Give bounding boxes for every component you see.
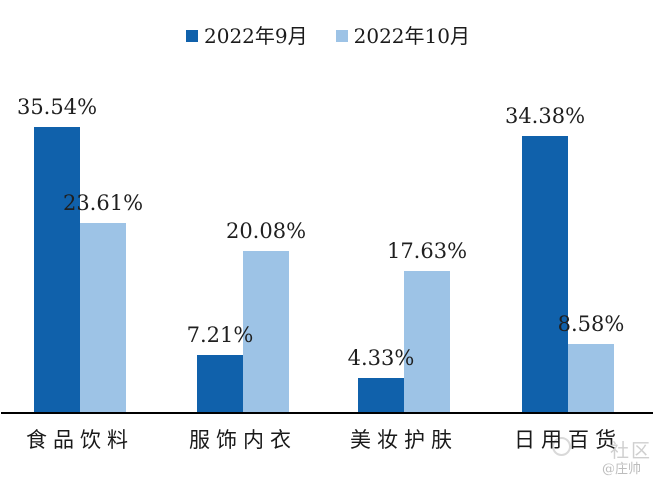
watermark-author: @庄帅: [602, 462, 642, 477]
bar-oct-1: [243, 251, 289, 413]
category-label-1: 服饰内衣: [189, 428, 297, 452]
x-axis-line: [1, 412, 653, 414]
legend-label: 2022年9月: [204, 24, 308, 48]
watermark-logo-icon: [552, 437, 571, 456]
bar-oct-3: [568, 344, 614, 413]
bar-sep-0: [34, 127, 80, 413]
legend-item-sep: 2022年9月: [186, 24, 308, 48]
bar-oct-0: [80, 223, 126, 413]
bar-value-label-sep-1: 7.21%: [186, 323, 254, 347]
bar-value-label-oct-2: 17.63%: [386, 239, 468, 263]
legend-label: 2022年10月: [353, 24, 470, 48]
bar-value-label-sep-2: 4.33%: [347, 346, 415, 370]
bar-sep-1: [197, 355, 243, 413]
legend-swatch-icon: [186, 30, 198, 42]
category-label-2: 美妆护肤: [350, 428, 458, 452]
bar-value-label-oct-1: 20.08%: [225, 219, 307, 243]
category-label-0: 食品饮料: [26, 428, 134, 452]
chart-legend: 2022年9月 2022年10月: [0, 24, 656, 48]
legend-item-oct: 2022年10月: [335, 24, 470, 48]
bar-value-label-oct-3: 8.58%: [557, 312, 625, 336]
bar-oct-2: [404, 271, 450, 413]
bar-sep-2: [358, 378, 404, 413]
category-label-3: 日用百货: [514, 428, 622, 452]
legend-swatch-icon: [335, 30, 348, 42]
bar-sep-3: [522, 136, 568, 413]
watermark-text: 社区: [610, 440, 653, 462]
bar-value-label-oct-0: 23.61%: [62, 191, 144, 215]
bar-value-label-sep-0: 35.54%: [16, 95, 98, 119]
bar-value-label-sep-3: 34.38%: [504, 104, 586, 128]
